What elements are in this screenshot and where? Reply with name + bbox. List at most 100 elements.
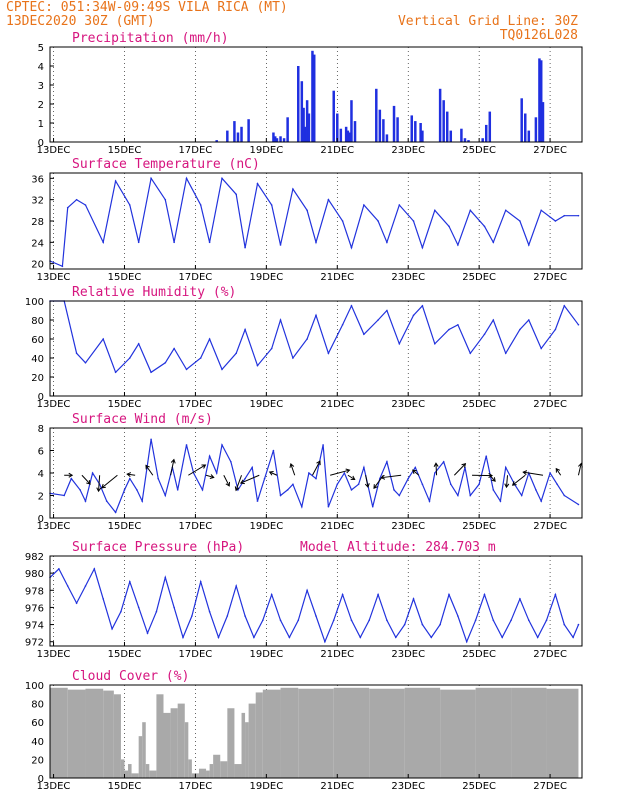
pressure-point <box>306 589 308 592</box>
pressure-point <box>120 610 122 613</box>
wind-point <box>336 483 339 486</box>
precipitation-xtick-label: 21DEC <box>320 145 354 156</box>
cloud-cover-segment <box>333 687 370 778</box>
wind-arrow <box>188 464 206 476</box>
wind-point <box>279 494 282 497</box>
cloud-cover-segment <box>241 712 246 778</box>
humidity-xtick-label: 25DEC <box>462 399 496 410</box>
cloud-cover-segment <box>198 768 207 778</box>
wind-point <box>221 444 223 446</box>
wind-point <box>414 466 417 469</box>
pressure-point <box>457 615 459 617</box>
wind-point <box>478 483 480 486</box>
cloud-cover-segment <box>188 759 192 778</box>
humidity-ytick-label: 0 <box>38 392 44 403</box>
wind-ytick-label: 0 <box>38 514 44 525</box>
humidity-point <box>84 361 87 364</box>
cloud-cover-xtick-label: 13DEC <box>37 781 71 792</box>
precipitation-bar <box>236 132 240 142</box>
cloud-cover-xtick-label: 19DEC <box>249 781 283 792</box>
pressure-point <box>368 619 371 622</box>
pressure-point <box>421 623 424 626</box>
humidity-point <box>306 338 308 340</box>
precipitation-bar <box>527 130 531 142</box>
wind-arrow <box>505 475 509 488</box>
wind-arrow-head <box>201 464 207 469</box>
station-header: CPTEC: 051:34W-09:49S VILA RICA (MT) <box>6 0 288 15</box>
humidity-ytick-label: 40 <box>31 354 44 365</box>
precipitation-bar <box>442 100 445 142</box>
temperature-point <box>363 204 365 206</box>
cloud-cover-segment <box>298 688 334 778</box>
wind-point <box>308 472 310 474</box>
pressure-xtick-label: 17DEC <box>179 649 213 660</box>
wind-point <box>141 500 144 502</box>
precipitation-bar <box>421 130 424 142</box>
wind-arrow <box>223 475 230 487</box>
pressure-point <box>315 615 317 617</box>
temperature-xtick-label: 25DEC <box>462 272 496 283</box>
pressure-point <box>235 585 237 587</box>
wind-point <box>91 472 94 474</box>
cloud-cover-segment <box>546 688 579 778</box>
wind-arrow-head <box>488 473 494 479</box>
pressure-point <box>279 619 282 622</box>
wind-arrow-head <box>364 483 370 488</box>
pressure-point <box>448 593 450 596</box>
pressure-point <box>350 619 353 622</box>
humidity-point <box>377 319 379 321</box>
wind-point <box>485 455 488 457</box>
wind-point <box>350 489 353 491</box>
temperature-point <box>306 209 308 212</box>
precipitation-xtick-label: 23DEC <box>391 145 425 156</box>
precipitation-bar <box>520 98 523 142</box>
humidity-point <box>577 323 580 326</box>
cloud-cover-segment <box>103 690 114 778</box>
temperature-point <box>341 220 344 222</box>
precipitation-bar <box>247 119 250 142</box>
cloud-cover-segment <box>131 773 139 778</box>
pressure-ytick-label: 978 <box>25 586 44 597</box>
temperature-xtick-label: 23DEC <box>391 272 425 283</box>
cloud-cover-segment <box>142 722 146 778</box>
wind-point <box>428 500 431 502</box>
precipitation-bar <box>346 130 350 142</box>
wind-arrow <box>577 463 582 476</box>
wind-arrow <box>347 474 355 480</box>
temperature-point <box>221 177 223 180</box>
pressure-point <box>226 615 229 617</box>
humidity-point <box>137 342 140 345</box>
wind-arrow <box>435 463 438 476</box>
wind-frame <box>49 427 583 519</box>
wind-point <box>176 489 179 491</box>
pressure-point <box>288 636 291 639</box>
temperature-xtick-label: 15DEC <box>108 272 142 283</box>
precipitation-bar <box>275 138 279 142</box>
temperature-point <box>327 198 330 201</box>
model-code: TQ0126L028 <box>500 28 578 43</box>
wind-point <box>230 460 232 463</box>
precipitation-bar <box>445 111 449 142</box>
precipitation-bar <box>336 113 339 142</box>
wind-arrow <box>365 475 369 488</box>
wind-point <box>251 466 253 469</box>
humidity-point <box>398 342 401 345</box>
wind-point <box>105 500 108 502</box>
wind-point <box>556 483 558 486</box>
precipitation-xtick-label: 17DEC <box>179 145 213 156</box>
humidity-point <box>504 352 507 355</box>
precipitation-bar <box>312 54 316 142</box>
precipitation-bar <box>279 136 282 142</box>
pressure-point <box>199 580 202 583</box>
precipitation-xtick-label: 27DEC <box>533 145 567 156</box>
pressure-point <box>146 632 149 634</box>
wind-arrow <box>453 463 466 476</box>
precipitation-ytick-label: 1 <box>38 119 44 130</box>
wind-xtick-label: 27DEC <box>533 521 567 532</box>
temperature-panel: Surface Temperature (nC) 20 24 28 32 36 13DEC 1… <box>31 157 583 283</box>
cloud-cover-segment <box>124 770 129 778</box>
humidity-point <box>386 309 388 312</box>
wind-arrow-head <box>461 463 467 468</box>
pressure-point <box>208 610 211 613</box>
wind-arrow <box>101 474 118 489</box>
